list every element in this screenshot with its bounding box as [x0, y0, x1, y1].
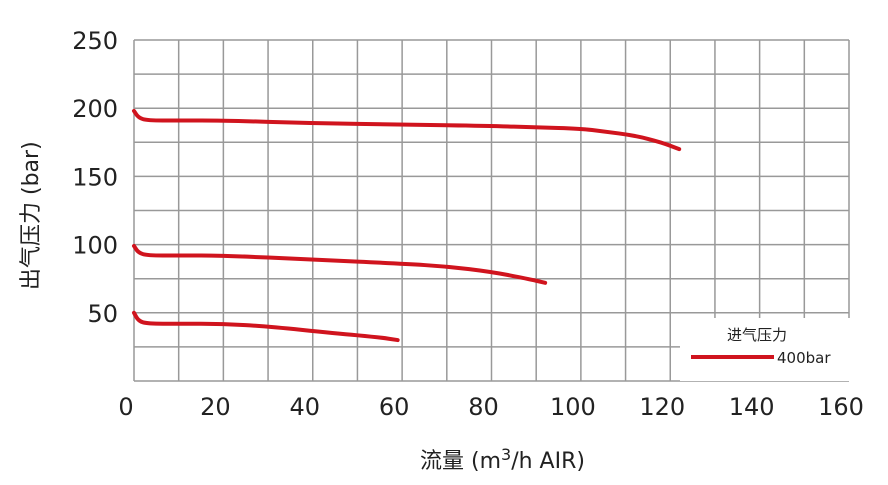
y-tick-label: 50	[87, 300, 118, 328]
series-line-0	[132, 108, 682, 152]
x-tick-label: 120	[639, 393, 685, 421]
series-group	[132, 108, 682, 343]
legend-box	[680, 318, 850, 381]
x-tick-label: 20	[200, 393, 231, 421]
y-tick-label: 250	[72, 27, 118, 55]
series-line-2	[132, 310, 400, 343]
y-tick-label: 200	[72, 95, 118, 123]
y-tick-label: 100	[72, 232, 118, 260]
x-tick-label: 60	[379, 393, 410, 421]
x-tick-label: 140	[729, 393, 775, 421]
x-tick-label: 40	[289, 393, 320, 421]
legend-title: 进气压力	[727, 326, 787, 344]
x-tick-label: 100	[550, 393, 596, 421]
x-ticks: 0 20 40 60 80 100 120 140 160	[118, 393, 864, 421]
legend-entry: 400bar	[777, 349, 831, 367]
y-axis-label: 出气压力 (bar)	[19, 141, 44, 290]
x-tick-label: 0	[118, 393, 133, 421]
y-tick-label: 150	[72, 163, 118, 191]
x-axis-label: 流量 (m3/h AIR)	[420, 445, 585, 474]
y-ticks: 50 100 150 200 250	[72, 27, 118, 328]
x-tick-label: 80	[468, 393, 499, 421]
x-tick-label: 160	[818, 393, 864, 421]
series-line-1	[132, 243, 548, 285]
